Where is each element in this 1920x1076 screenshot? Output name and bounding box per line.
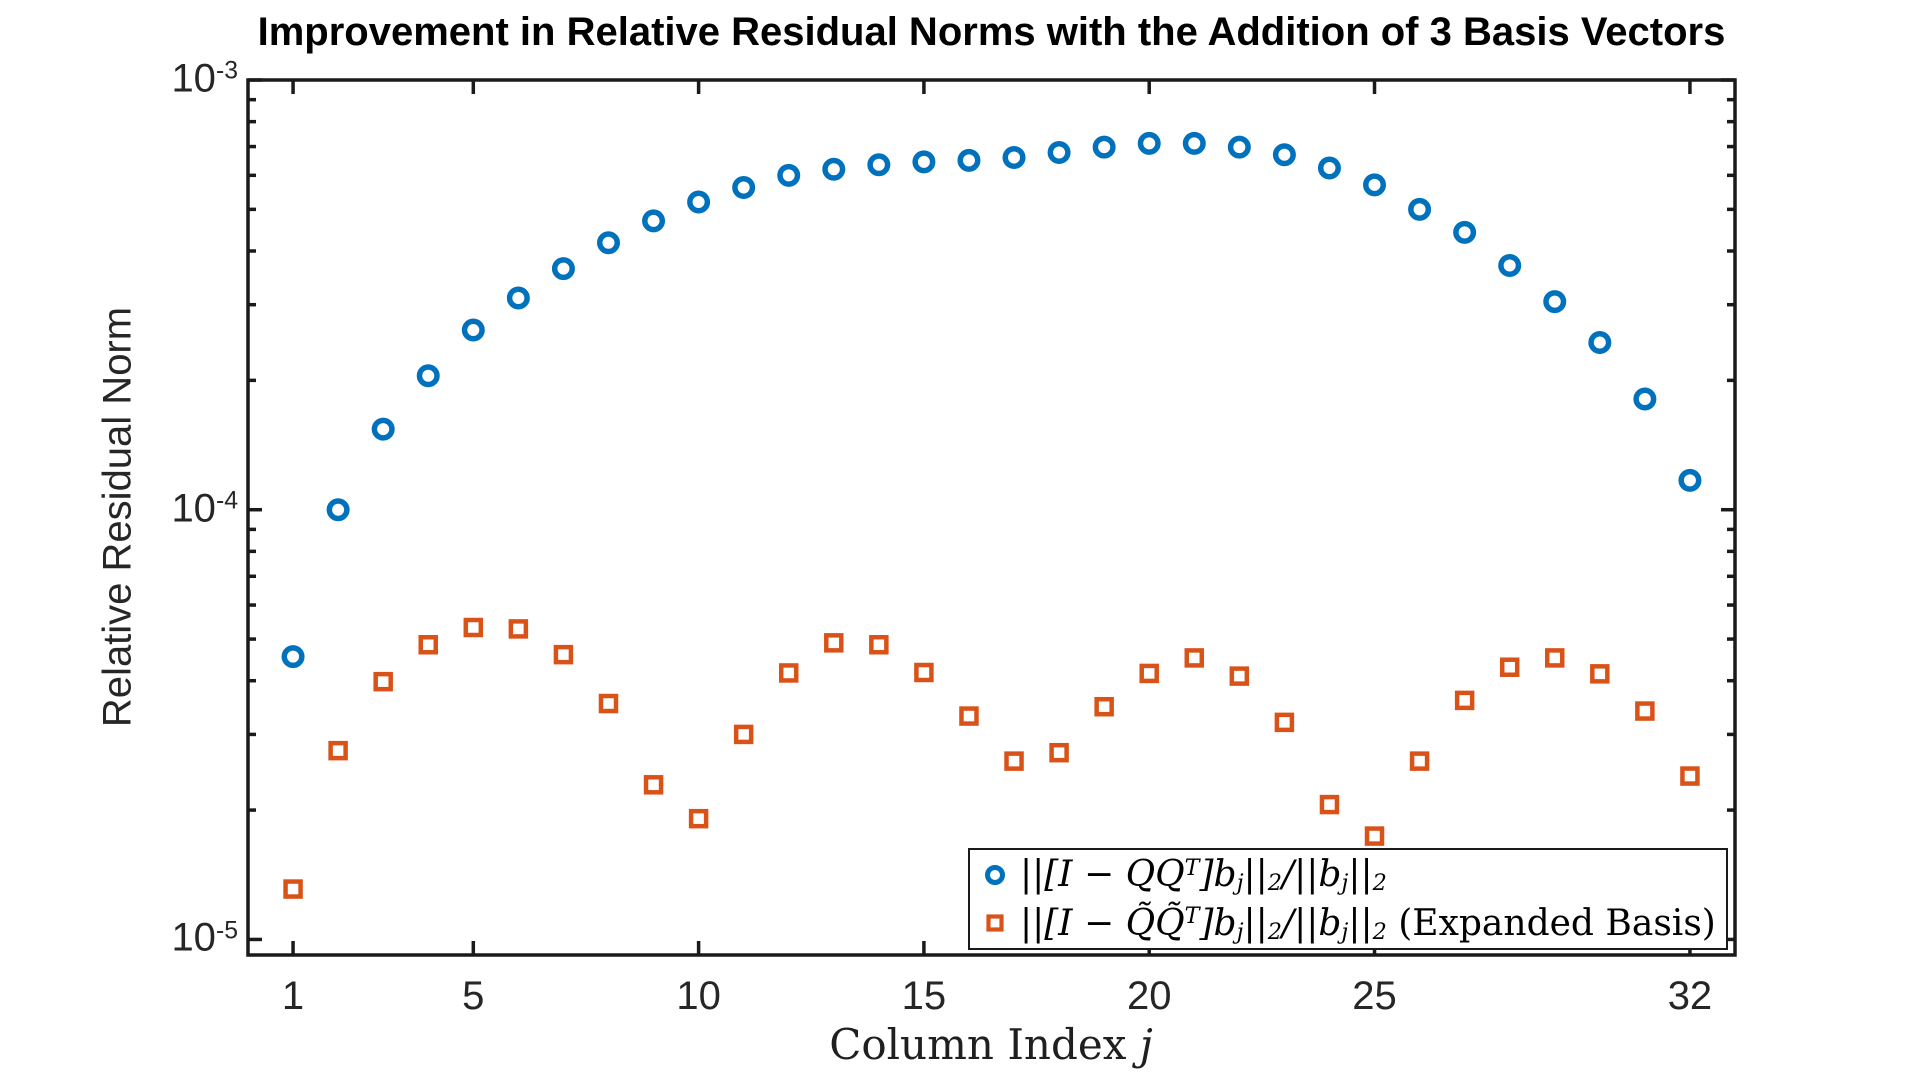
- legend-label: ||[I − QQT]bj||2/||bj||2: [1020, 854, 1387, 897]
- data-point-circle: [416, 364, 440, 388]
- data-point-circle: [1047, 141, 1071, 165]
- data-point-square: [778, 663, 799, 683]
- legend-square-marker-icon: [986, 914, 1004, 932]
- x-axis-label: Column Index j: [829, 1020, 1153, 1069]
- data-point-circle: [326, 498, 350, 522]
- y-tick-label: 10-3: [171, 56, 238, 101]
- data-point-square: [1590, 664, 1610, 684]
- legend-item: ||[I − QQT]bj||2/||bj||2: [970, 851, 1726, 899]
- data-point-square: [508, 619, 529, 639]
- data-point-square: [959, 706, 979, 726]
- data-point-square: [463, 617, 484, 638]
- data-point-square: [1139, 663, 1159, 684]
- data-point-circle: [1633, 387, 1657, 411]
- x-tick-label: 5: [462, 974, 485, 1018]
- data-point-circle: [506, 286, 530, 310]
- data-point-circle: [1453, 220, 1477, 244]
- data-point-square: [553, 644, 574, 665]
- data-point-square: [733, 724, 754, 745]
- data-point-circle: [1363, 173, 1387, 197]
- data-point-square: [1409, 751, 1430, 771]
- y-tick-label: 10-5: [171, 916, 238, 961]
- data-point-circle: [1182, 131, 1206, 155]
- data-point-circle: [551, 257, 575, 281]
- x-axis-label-variable: j: [1139, 1020, 1153, 1069]
- data-point-square: [1049, 742, 1069, 763]
- data-point-square: [1274, 712, 1295, 733]
- legend-item: ||[I − Q̃Q̃T]bj||2/||bj||2 (Expanded Bas…: [970, 899, 1726, 947]
- data-point-square: [1364, 826, 1385, 846]
- data-point-square: [1184, 648, 1205, 668]
- chart-title: Improvement in Relative Residual Norms w…: [257, 10, 1726, 54]
- data-point-circle: [461, 318, 485, 342]
- y-tick-label: 10-4: [171, 486, 238, 531]
- data-point-circle: [822, 157, 846, 181]
- data-point-circle: [1002, 146, 1026, 170]
- x-tick-label: 10: [676, 974, 721, 1018]
- data-point-circle: [281, 645, 305, 669]
- x-tick-label: 25: [1352, 974, 1397, 1018]
- data-point-circle: [1498, 254, 1522, 278]
- data-point-square: [824, 633, 844, 653]
- x-tick-label: 15: [901, 974, 947, 1018]
- data-point-circle: [1272, 143, 1296, 167]
- data-point-square: [1004, 751, 1024, 771]
- data-point-circle: [1317, 156, 1341, 180]
- data-point-square: [418, 635, 438, 655]
- data-point-square: [373, 671, 393, 692]
- axes-frame: [246, 78, 1737, 957]
- x-tick-label: 32: [1667, 974, 1713, 1018]
- data-point-circle: [1543, 290, 1567, 314]
- data-point-square: [283, 879, 303, 899]
- data-point-square: [1094, 696, 1114, 717]
- data-point-square: [1499, 657, 1520, 677]
- data-point-circle: [1227, 135, 1251, 159]
- legend: ||[I − QQT]bj||2/||bj||2 ||[I − Q̃Q̃T]bj|…: [968, 848, 1728, 950]
- data-point-circle: [912, 150, 936, 174]
- data-point-square: [643, 775, 664, 795]
- data-point-square: [1635, 701, 1655, 721]
- data-point-circle: [1408, 197, 1432, 221]
- legend-label: ||[I − Q̃Q̃T]bj||2/||bj||2 (Expanded Bas…: [1020, 902, 1716, 945]
- data-point-circle: [1092, 135, 1116, 159]
- data-point-circle: [1137, 131, 1161, 155]
- data-point-circle: [957, 148, 981, 172]
- data-point-circle: [371, 417, 395, 441]
- data-point-square: [598, 693, 619, 714]
- data-point-circle: [642, 209, 666, 233]
- data-point-circle: [687, 190, 711, 214]
- data-point-square: [1454, 690, 1475, 711]
- data-point-circle: [1588, 330, 1612, 354]
- data-point-square: [1545, 648, 1565, 668]
- data-point-square: [688, 808, 709, 829]
- data-point-square: [869, 635, 889, 655]
- data-point-circle: [1678, 468, 1702, 492]
- data-point-circle: [777, 163, 801, 187]
- data-point-square: [1229, 666, 1250, 686]
- data-point-square: [1319, 794, 1340, 815]
- data-point-square: [328, 740, 348, 761]
- x-tick-label: 1: [281, 974, 305, 1018]
- data-point-circle: [732, 176, 756, 200]
- x-tick-label: 20: [1126, 974, 1172, 1018]
- data-point-circle: [867, 153, 891, 177]
- legend-circle-marker-icon: [985, 864, 1005, 885]
- x-axis-label-text: Column Index: [829, 1020, 1140, 1069]
- data-point-square: [914, 662, 934, 683]
- data-point-circle: [596, 231, 620, 255]
- data-point-square: [1680, 766, 1700, 786]
